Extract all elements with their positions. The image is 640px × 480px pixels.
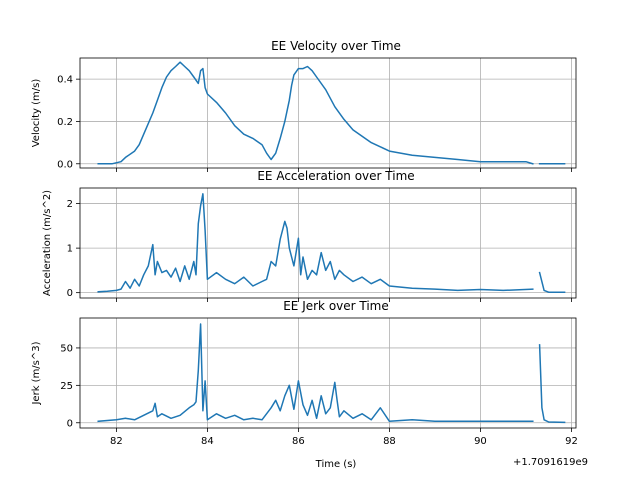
panel-2-ytick-label-2: 50 [60, 343, 73, 354]
panel-2-xtick-label-4: 90 [474, 436, 487, 447]
panel-2-xtick-label-1: 84 [201, 436, 214, 447]
panel-0-axes-frame [79, 57, 577, 169]
panel-2-xtick-label-3: 88 [383, 436, 396, 447]
panel-2-xtick-label-0: 82 [110, 436, 123, 447]
panel-1-ylabel: Acceleration (m/s^2) [42, 190, 53, 296]
panel-1-ytick-label-0: 0 [67, 288, 73, 299]
panel-0-ytick-label-1: 0.2 [57, 117, 73, 128]
panel-2-series-line-0 [97, 323, 534, 423]
panel-1-series-line-0 [97, 193, 534, 293]
panel-2-series-line-1 [538, 344, 566, 424]
panel-2-ylabel: Jerk (m/s^3) [31, 341, 42, 405]
panel-0-series-line-0 [97, 61, 534, 165]
panel-2-ytick-label-0: 0 [67, 418, 73, 429]
panel-1-series-line-1 [538, 271, 566, 293]
panel-2-title: EE Jerk over Time [283, 299, 389, 313]
panel-2-ytick-label-1: 25 [60, 381, 73, 392]
panel-2-xlabel: Time (s) [315, 459, 357, 470]
panel-0-ylabel: Velocity (m/s) [31, 79, 42, 148]
panel-1-title: EE Acceleration over Time [257, 169, 414, 183]
panel-0-ytick-label-0: 0.0 [57, 159, 73, 170]
panel-2-axes-frame [79, 317, 577, 429]
panel-2-xtick-label-5: 92 [565, 436, 578, 447]
panel-2-xtick-label-2: 86 [292, 436, 305, 447]
panel-1-axes-frame [79, 187, 577, 299]
panel-1-ytick-label-2: 2 [67, 199, 73, 210]
panel-0-title: EE Velocity over Time [271, 39, 401, 53]
panel-0-ytick-label-2: 0.4 [57, 75, 73, 86]
panel-2-x-offset-label: +1.7091619e9 [513, 457, 588, 468]
panel-1-ytick-label-1: 1 [67, 244, 73, 255]
